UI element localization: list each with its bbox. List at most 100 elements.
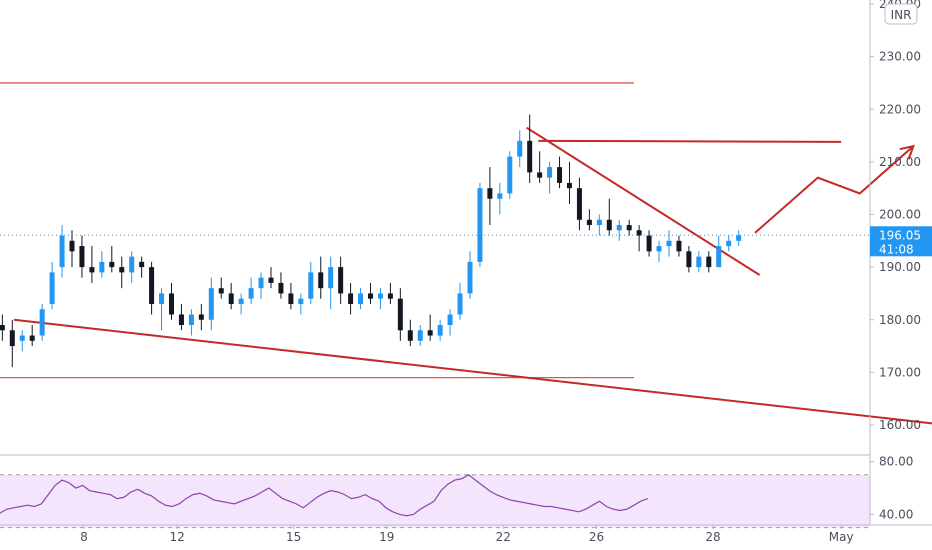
candle[interactable] (457, 282, 463, 320)
candle[interactable] (626, 219, 632, 236)
candle-body (159, 293, 165, 304)
projection-path[interactable] (754, 145, 915, 234)
y-tick-label: 220.00 (879, 102, 921, 116)
candle[interactable] (547, 161, 553, 194)
candle[interactable] (566, 161, 572, 204)
candle[interactable] (278, 272, 284, 299)
candle[interactable] (19, 330, 25, 352)
candle[interactable] (208, 277, 214, 331)
candle-body (417, 330, 423, 341)
candle-body (586, 219, 592, 226)
candle[interactable] (706, 251, 712, 273)
candle[interactable] (109, 246, 115, 273)
candle[interactable] (696, 251, 702, 273)
candle[interactable] (407, 319, 413, 347)
x-tick-label: 19 (379, 530, 394, 544)
candle-body (397, 298, 403, 331)
candle[interactable] (89, 246, 95, 283)
candle[interactable] (49, 261, 55, 310)
y-tick-label: 170.00 (879, 365, 921, 379)
trend-line[interactable] (13, 318, 932, 438)
candle[interactable] (646, 230, 652, 257)
candle[interactable] (487, 167, 493, 226)
candle[interactable] (39, 303, 45, 341)
candle[interactable] (318, 256, 324, 299)
candle-body (308, 272, 314, 299)
trend-line[interactable] (526, 126, 761, 276)
candle[interactable] (139, 256, 145, 278)
candle[interactable] (447, 309, 453, 336)
candle[interactable] (159, 288, 165, 331)
candle[interactable] (507, 151, 513, 199)
candle[interactable] (606, 198, 612, 236)
candle[interactable] (268, 267, 274, 289)
candle[interactable] (29, 325, 35, 347)
candle-body (517, 140, 523, 157)
candle[interactable] (358, 288, 364, 310)
candle[interactable] (477, 182, 483, 268)
candle[interactable] (596, 214, 602, 236)
candle[interactable] (0, 314, 5, 341)
currency-label: INR (891, 8, 912, 22)
candle[interactable] (258, 272, 264, 299)
candle[interactable] (527, 114, 533, 183)
candle-body (218, 288, 224, 294)
candle[interactable] (149, 261, 155, 315)
candle[interactable] (228, 282, 234, 310)
candle[interactable] (198, 303, 204, 331)
candle[interactable] (348, 282, 354, 315)
candle-body (258, 277, 264, 289)
candle-body (288, 293, 294, 304)
candle[interactable] (129, 251, 135, 283)
currency-badge[interactable] (884, 3, 918, 25)
candle[interactable] (99, 251, 105, 278)
candle[interactable] (686, 246, 692, 273)
candle[interactable] (298, 293, 304, 315)
candle[interactable] (636, 225, 642, 252)
trend-line[interactable] (538, 139, 842, 143)
candle[interactable] (119, 256, 125, 289)
candle[interactable] (497, 182, 503, 215)
candle[interactable] (586, 209, 592, 231)
candle[interactable] (387, 282, 393, 304)
candle-body (248, 288, 254, 299)
candle[interactable] (168, 282, 174, 320)
candle[interactable] (397, 288, 403, 341)
candle[interactable] (328, 256, 334, 310)
candle[interactable] (367, 282, 373, 304)
candle[interactable] (726, 235, 732, 252)
candle[interactable] (537, 151, 543, 183)
candle[interactable] (188, 309, 194, 336)
candle[interactable] (377, 288, 383, 310)
candle[interactable] (69, 230, 75, 268)
candle[interactable] (666, 230, 672, 257)
candle-body (367, 293, 373, 299)
x-tick-label: 15 (286, 530, 301, 544)
candle-body (59, 235, 65, 268)
candle[interactable] (338, 256, 344, 304)
candle[interactable] (178, 303, 184, 331)
candle[interactable] (427, 314, 433, 341)
candle[interactable] (79, 235, 85, 278)
candle[interactable] (437, 319, 443, 341)
candle[interactable] (716, 235, 722, 268)
candle[interactable] (616, 219, 622, 241)
candle[interactable] (238, 293, 244, 315)
current-price-label: 196.05 (879, 228, 921, 242)
candle[interactable] (248, 277, 254, 304)
candle[interactable] (288, 282, 294, 310)
candle[interactable] (576, 177, 582, 231)
candle[interactable] (656, 240, 662, 262)
candle[interactable] (467, 251, 473, 299)
candle[interactable] (676, 235, 682, 257)
candle[interactable] (736, 230, 742, 247)
candle[interactable] (517, 130, 523, 168)
candle[interactable] (9, 319, 15, 368)
candle[interactable] (557, 156, 563, 189)
candle[interactable] (218, 277, 224, 299)
candle-body (198, 314, 204, 320)
candle[interactable] (308, 261, 314, 304)
candle[interactable] (417, 325, 423, 347)
candle[interactable] (59, 225, 65, 278)
